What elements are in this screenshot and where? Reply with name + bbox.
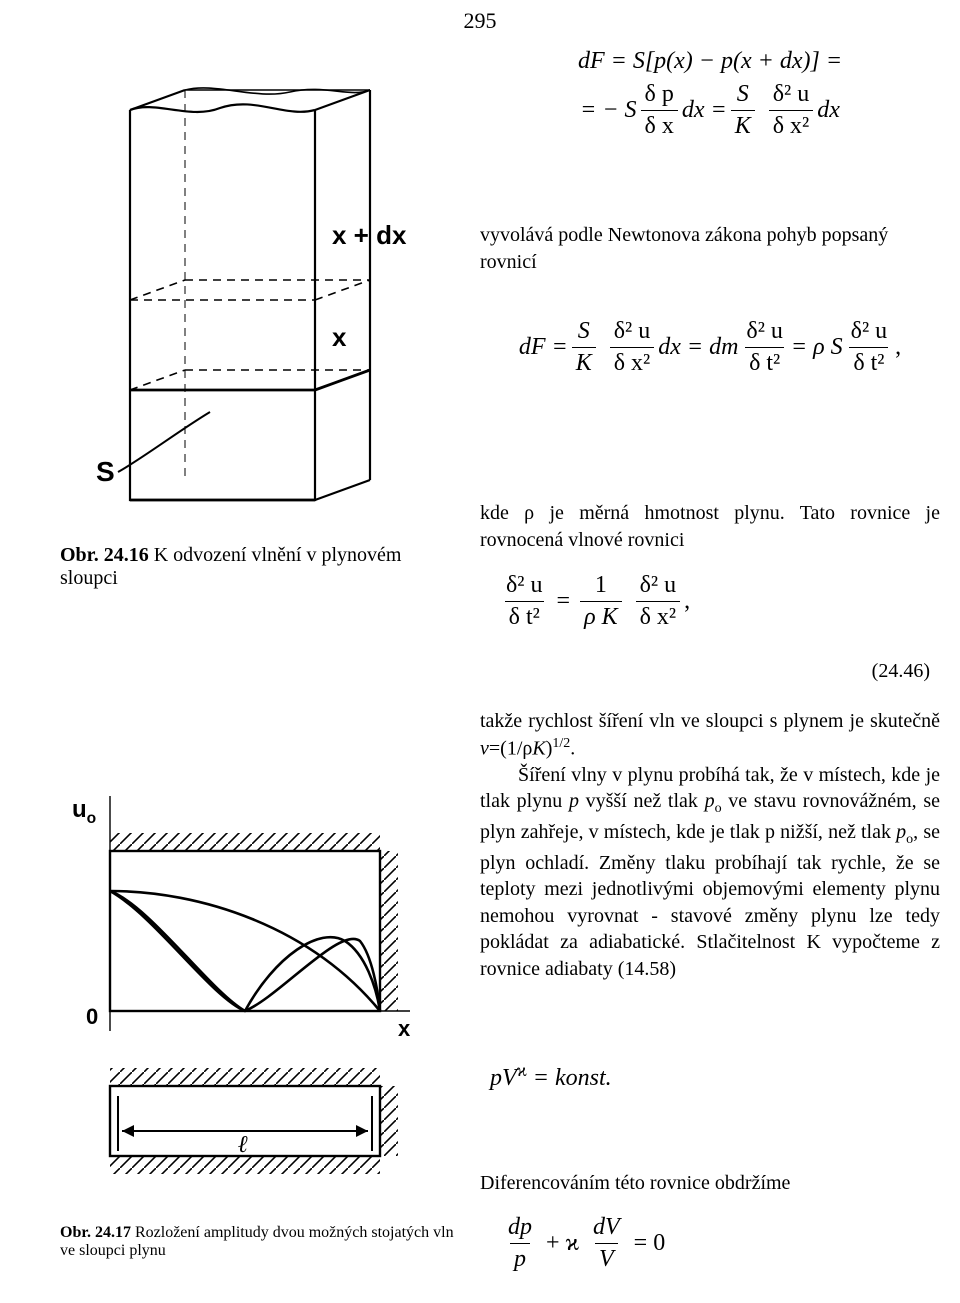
equation-number-24-46: (24.46) bbox=[480, 660, 930, 683]
fig16-label-x: x bbox=[332, 322, 346, 353]
p3-b: v bbox=[480, 737, 489, 759]
p3-k: p bbox=[705, 790, 715, 812]
figure-24-16: x + dx x S bbox=[60, 60, 420, 530]
p3-ks: o bbox=[715, 801, 722, 816]
eq4-c: = konst. bbox=[527, 1065, 612, 1091]
eq3-eq: = bbox=[557, 588, 571, 615]
eq1-f2d: K bbox=[731, 110, 755, 140]
eq2-f1d: K bbox=[572, 347, 596, 377]
p3-i: p bbox=[569, 790, 579, 812]
fig16-caption-num: Obr. 24.16 bbox=[60, 544, 149, 566]
p3-a: takže rychlost šíření vln ve sloupci s p… bbox=[480, 710, 940, 732]
eq3-f1d: δ t² bbox=[505, 601, 544, 631]
figure-24-16-caption: Obr. 24.16 K odvození vlnění v plynovém … bbox=[60, 544, 460, 590]
fig17-label-u0: uo bbox=[72, 796, 96, 828]
fig17-caption-num: Obr. 24.17 bbox=[60, 1224, 131, 1241]
fig17-label-0: 0 bbox=[86, 1004, 98, 1030]
eq2-f3n: δ² u bbox=[742, 318, 787, 347]
fig16-label-s: S bbox=[96, 456, 115, 488]
equation-df-expansion: dF = S[p(x) − p(x + dx)] = = − S δ p δ x… bbox=[480, 48, 940, 140]
eq5-mid: + ϰ bbox=[546, 1230, 579, 1257]
p3-n: , se plyn ochladí. Změny tlaku probíhají… bbox=[480, 821, 940, 980]
p3-f: 1/2 bbox=[552, 736, 570, 751]
eq2-tail: , bbox=[895, 334, 901, 361]
eq1-f3d: δ x² bbox=[769, 110, 814, 140]
eq3-f3d: δ x² bbox=[636, 601, 681, 631]
eq3-f1n: δ² u bbox=[502, 572, 547, 601]
equation-dp-dv: dp p + ϰ dV V = 0 bbox=[500, 1214, 900, 1273]
eq2-f3d: δ t² bbox=[745, 347, 784, 377]
eq2-f2d: δ x² bbox=[610, 347, 655, 377]
fig17-label-x: x bbox=[398, 1016, 410, 1042]
eq1-f2n: S bbox=[733, 81, 753, 110]
eq4-a: pV bbox=[490, 1065, 517, 1091]
equation-df-dm: dF = S K δ² u δ x² dx = dm δ² u δ t² = ρ… bbox=[480, 318, 940, 377]
eq2-f4d: δ t² bbox=[849, 347, 888, 377]
equation-wave: δ² u δ t² = 1 ρ K δ² u δ x² , bbox=[480, 572, 940, 631]
eq1-f3n: δ² u bbox=[769, 81, 814, 110]
p3-d: K bbox=[532, 737, 545, 759]
figure-24-17: uo 0 x ℓ bbox=[60, 796, 430, 1206]
eq3-tail: , bbox=[684, 588, 690, 615]
eq3-f2n: 1 bbox=[591, 572, 611, 601]
eq1-tail: dx bbox=[817, 97, 840, 124]
eq5-f2n: dV bbox=[589, 1214, 624, 1243]
eq1-f1d: δ x bbox=[641, 110, 678, 140]
para-rho: kde ρ je měrná hmotnost plynu. Tato rovn… bbox=[480, 500, 940, 554]
p3-c: =(1/ρ bbox=[489, 737, 532, 759]
eq2-f4n: δ² u bbox=[847, 318, 892, 347]
eq4-b: ϰ bbox=[517, 1060, 527, 1080]
p3-m: p bbox=[896, 821, 906, 843]
para-differentiate: Diferencováním této rovnice obdržíme bbox=[480, 1172, 940, 1195]
eq1-f1n: δ p bbox=[641, 81, 678, 110]
fig17-label-l: ℓ bbox=[238, 1132, 248, 1159]
figure-24-17-caption: Obr. 24.17 Rozložení amplitudy dvou možn… bbox=[60, 1224, 460, 1261]
p3-j: vyšší než tlak bbox=[579, 790, 705, 812]
eq5-f1n: dp bbox=[504, 1214, 536, 1243]
para-newton: vyvolává podle Newtonova zákona pohyb po… bbox=[480, 222, 940, 276]
eq1-lead: = − S bbox=[580, 97, 636, 124]
eq3-f2d: ρ K bbox=[580, 601, 622, 631]
eq2-mid1: dx = dm bbox=[658, 334, 738, 361]
eq2-f2n: δ² u bbox=[610, 318, 655, 347]
eq5-f1d: p bbox=[510, 1243, 530, 1273]
eq2-f1n: S bbox=[574, 318, 594, 347]
p3-g: . bbox=[570, 737, 575, 759]
para-propagation: takže rychlost šíření vln ve sloupci s p… bbox=[480, 708, 940, 983]
eq5-f2d: V bbox=[595, 1243, 618, 1273]
eq2-mid2: = ρ S bbox=[791, 334, 843, 361]
equation-adiabat: pVϰ = konst. bbox=[490, 1060, 890, 1092]
eq3-f3n: δ² u bbox=[636, 572, 681, 601]
eq1-line1: dF = S[p(x) − p(x + dx)] = bbox=[578, 48, 842, 75]
eq2-lead: dF = bbox=[519, 334, 568, 361]
eq5-tail: = 0 bbox=[634, 1230, 666, 1257]
eq1-mid: dx = bbox=[682, 97, 727, 124]
fig16-label-xdx: x + dx bbox=[332, 220, 406, 251]
page-number: 295 bbox=[0, 8, 960, 34]
